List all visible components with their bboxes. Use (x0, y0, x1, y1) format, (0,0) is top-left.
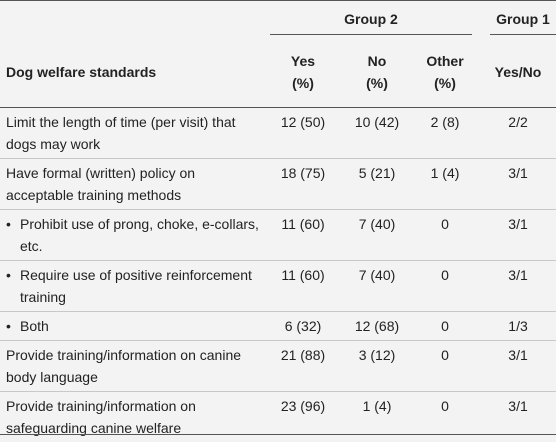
cell-value: 3/1 (480, 159, 556, 210)
column-label: Yes (262, 50, 344, 72)
column-label: Yes/No (480, 61, 556, 83)
row-label: Both (20, 315, 49, 337)
cell-value: 21 (88) (262, 341, 344, 392)
column-label: Other (410, 50, 480, 72)
bullet-item: •Both (6, 315, 262, 337)
column-header: Other(%) (410, 37, 480, 108)
cell-value: 1/3 (480, 312, 556, 341)
row-label-cell: •Require use of positive reinforcement t… (0, 261, 262, 312)
row-label-cell: •Both (0, 312, 262, 341)
cell-value: 3 (12) (344, 341, 410, 392)
cell-value: 0 (410, 210, 480, 261)
cell-value: 12 (68) (344, 312, 410, 341)
row-label-cell: Have formal (written) policy on acceptab… (0, 159, 262, 210)
column-label: Dog welfare standards (6, 61, 262, 83)
cell-value: 2 (8) (410, 108, 480, 159)
column-header: Yes(%) (262, 37, 344, 108)
row-label-cell: •Prohibit use of prong, choke, e-collars… (0, 210, 262, 261)
group-header: Group 1 (490, 4, 556, 35)
row-label: Prohibit use of prong, choke, e-collars,… (20, 213, 262, 257)
column-header: Yes/No (480, 37, 556, 108)
cell-value: 6 (32) (262, 312, 344, 341)
cell-value: 0 (410, 261, 480, 312)
cell-value: 5 (21) (344, 159, 410, 210)
row-label-cell: Limit the length of time (per visit) tha… (0, 108, 262, 159)
cell-value: 3/1 (480, 210, 556, 261)
cell-value: 2/2 (480, 108, 556, 159)
cell-value: 12 (50) (262, 108, 344, 159)
table-row: Have formal (written) policy on acceptab… (0, 159, 556, 210)
cell-value: 11 (60) (262, 210, 344, 261)
column-unit: (%) (262, 72, 344, 94)
row-label: Limit the length of time (per visit) tha… (6, 114, 236, 152)
column-unit: (%) (344, 72, 410, 94)
row-label: Provide training/information on safeguar… (6, 398, 196, 436)
cell-value: 0 (410, 312, 480, 341)
bullet: • (6, 213, 20, 257)
cell-value: 1 (4) (410, 159, 480, 210)
column-label: No (344, 50, 410, 72)
bullet-item: •Require use of positive reinforcement t… (6, 264, 262, 308)
table-row: Provide training/information on canine b… (0, 341, 556, 392)
cell-value: 7 (40) (344, 210, 410, 261)
table-row: •Require use of positive reinforcement t… (0, 261, 556, 312)
table-row: •Prohibit use of prong, choke, e-collars… (0, 210, 556, 261)
column-unit: (%) (410, 72, 480, 94)
column-header: No(%) (344, 37, 410, 108)
bullet-item: •Prohibit use of prong, choke, e-collars… (6, 213, 262, 257)
cell-value: 18 (75) (262, 159, 344, 210)
row-label: Require use of positive reinforcement tr… (20, 264, 262, 308)
cell-value: 7 (40) (344, 261, 410, 312)
group-header-row: Group 2 Group 1 (0, 1, 556, 38)
cell-value: 10 (42) (344, 108, 410, 159)
bullet: • (6, 315, 20, 337)
cell-value: 0 (410, 341, 480, 392)
row-label: Have formal (written) policy on acceptab… (6, 165, 195, 203)
column-header: Dog welfare standards (0, 37, 262, 108)
table-row: Limit the length of time (per visit) tha… (0, 108, 556, 159)
row-label-cell: Provide training/information on canine b… (0, 341, 262, 392)
group-header: Group 2 (270, 4, 472, 35)
cell-value: 3/1 (480, 261, 556, 312)
row-label: Provide training/information on canine b… (6, 347, 241, 385)
cell-value: 3/1 (480, 341, 556, 392)
cell-value: 11 (60) (262, 261, 344, 312)
bullet: • (6, 264, 20, 308)
